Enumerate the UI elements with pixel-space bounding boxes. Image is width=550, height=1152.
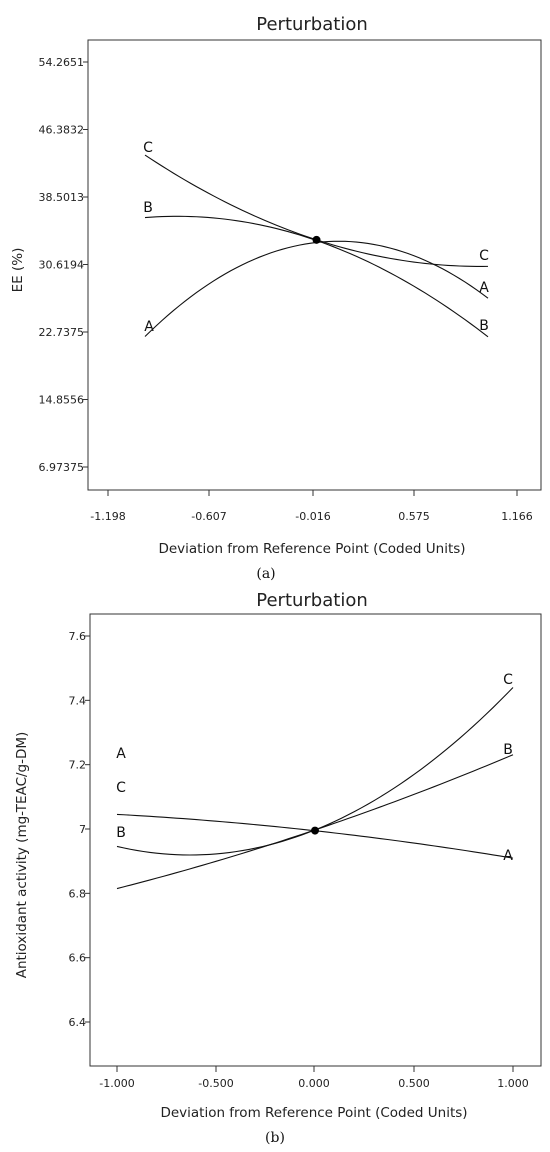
chart-b-curve-a (116, 813, 514, 859)
chart-a-x-tick-label: -0.016 (295, 510, 330, 523)
chart-a-x-tick-label: 0.575 (398, 510, 430, 523)
chart-b-curve-b (116, 754, 514, 890)
chart-a-y-tick-label: 54.2651 (39, 56, 85, 69)
chart-a-y-tick-label: 6.97375 (39, 461, 85, 474)
chart-b: Perturbation 6.46.66.877.27.47.6 -1.000-… (14, 590, 542, 1146)
chart-a-curve-c (144, 154, 489, 267)
chart-b-y-tick-label: 7.6 (69, 630, 87, 643)
chart-a-y-tick-label: 46.3832 (39, 124, 85, 137)
chart-b-caption: (b) (265, 1130, 285, 1146)
chart-b-reference-point (311, 826, 319, 835)
chart-b-y-axis-label: Antioxidant activity (mg-TEAC/g-DM) (14, 732, 30, 979)
chart-b-y-ticks: 6.4 6.6 6.8 7 7.2 7.4 7.6 (69, 630, 90, 1029)
chart-a-label-b-start: B (143, 200, 153, 216)
chart-b-x-tick-label: 0.000 (298, 1077, 330, 1090)
chart-b-y-tick-label: 7.2 (69, 759, 87, 772)
chart-b-label-c-start: C (116, 780, 126, 796)
chart-a-x-tick-label: -0.607 (191, 510, 226, 523)
chart-a-curve-labels: C B A C A B (143, 140, 489, 335)
chart-b-label-c-end: C (503, 672, 513, 688)
chart-a-x-tick-label: 1.166 (501, 510, 533, 523)
chart-a-curves (144, 154, 489, 338)
chart-b-label-a-end: A (503, 848, 513, 864)
chart-a-x-axis-label: Deviation from Reference Point (Coded Un… (158, 541, 465, 557)
chart-b-x-axis-label: Deviation from Reference Point (Coded Un… (160, 1105, 467, 1121)
chart-b-y-tick-label: 7.4 (69, 694, 87, 707)
chart-a-y-tick-label: 22.7375 (39, 326, 85, 339)
chart-b-label-b-start: B (116, 825, 126, 841)
chart-a-y-tick-label: 30.6194 (39, 259, 85, 272)
chart-b-x-ticks: -1.000 -0.500 0.000 0.500 1.000 (99, 1066, 529, 1090)
chart-b-y-tick-label: 6.8 (69, 887, 87, 900)
chart-b-y-tick-label: 6.4 (69, 1016, 87, 1029)
chart-b-label-b-end: B (503, 742, 513, 758)
chart-b-x-tick-label: 1.000 (497, 1077, 529, 1090)
chart-b-y-tick-label: 7 (79, 823, 86, 836)
chart-a-reference-point (312, 235, 321, 244)
chart-b-x-tick-label: -0.500 (198, 1077, 233, 1090)
chart-a-curve-a (144, 240, 489, 337)
chart-a-plot-area (87, 39, 542, 491)
chart-a-curve-b (144, 215, 489, 338)
chart-b-curve-labels: A C B C B A (116, 672, 513, 864)
chart-a-caption: (a) (256, 566, 275, 582)
chart-b-title: Perturbation (256, 590, 368, 611)
chart-a-y-axis-label: EE (%) (10, 248, 26, 293)
chart-b-x-tick-label: -1.000 (99, 1077, 134, 1090)
chart-a-y-tick-label: 38.5013 (39, 191, 85, 204)
chart-a-y-tick-label: 14.8556 (39, 394, 85, 407)
chart-a-label-c-start: C (143, 140, 153, 156)
chart-b-x-tick-label: 0.500 (398, 1077, 430, 1090)
chart-a-label-b-end: B (479, 318, 489, 334)
chart-a-label-a-end: A (479, 280, 489, 296)
chart-a-x-tick-label: -1.198 (90, 510, 125, 523)
chart-b-curves (116, 687, 514, 890)
chart-a-x-ticks: -1.198 -0.607 -0.016 0.575 1.166 (90, 490, 533, 523)
chart-a-label-a-start: A (144, 319, 154, 335)
chart-a-title: Perturbation (256, 14, 368, 35)
chart-b-label-a-start: A (116, 746, 126, 762)
chart-a-label-c-end: C (479, 248, 489, 264)
chart-a: Perturbation 6.97375 14.8556 22.7375 30.619… (10, 14, 542, 582)
chart-b-y-tick-label: 6.6 (69, 952, 87, 965)
chart-a-y-ticks: 6.97375 14.8556 22.7375 30.6194 38.5013 46.38… (39, 56, 88, 474)
chart-b-plot-area (89, 613, 542, 1067)
